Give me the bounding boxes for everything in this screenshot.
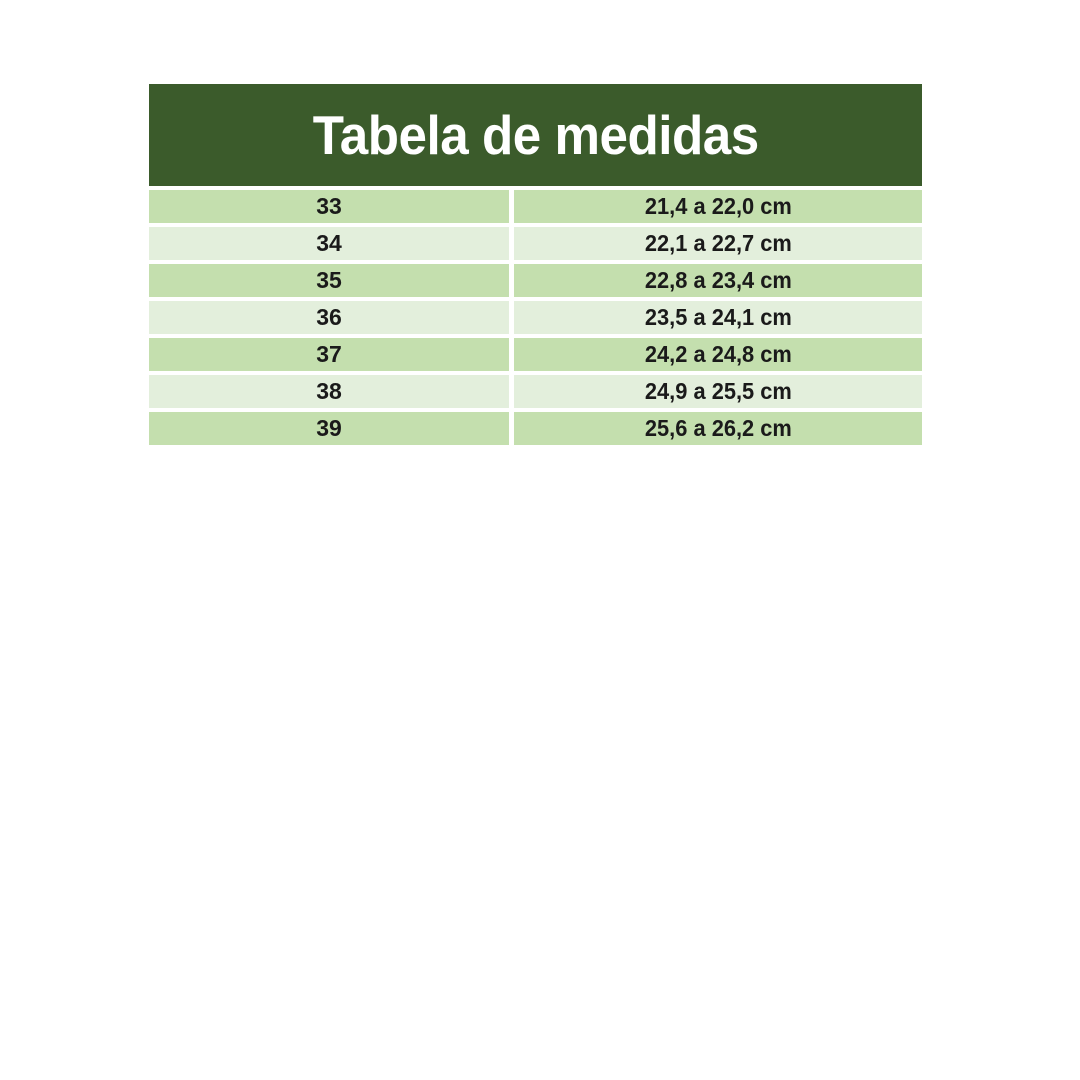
table-row: 34 22,1 a 22,7 cm xyxy=(149,227,922,260)
column-divider xyxy=(509,190,514,223)
table-row: 38 24,9 a 25,5 cm xyxy=(149,375,922,408)
size-value: 37 xyxy=(316,341,342,367)
size-value: 34 xyxy=(316,230,342,256)
page-title: Tabela de medidas xyxy=(312,103,759,166)
column-divider xyxy=(509,412,514,445)
column-divider xyxy=(509,338,514,371)
cell-measurement: 25,6 a 26,2 cm xyxy=(514,412,922,445)
table-row: 39 25,6 a 26,2 cm xyxy=(149,412,922,445)
size-value: 33 xyxy=(316,193,342,219)
cell-measurement: 21,4 a 22,0 cm xyxy=(514,190,922,223)
measurement-value: 24,2 a 24,8 cm xyxy=(644,341,792,367)
size-value: 35 xyxy=(316,267,342,293)
cell-size: 34 xyxy=(149,227,509,260)
cell-size: 36 xyxy=(149,301,509,334)
cell-size: 33 xyxy=(149,190,509,223)
size-value: 39 xyxy=(316,415,342,441)
table-row: 37 24,2 a 24,8 cm xyxy=(149,338,922,371)
table-header: Tabela de medidas xyxy=(149,84,922,186)
cell-measurement: 22,1 a 22,7 cm xyxy=(514,227,922,260)
table-row: 35 22,8 a 23,4 cm xyxy=(149,264,922,297)
cell-size: 38 xyxy=(149,375,509,408)
cell-measurement: 24,2 a 24,8 cm xyxy=(514,338,922,371)
cell-measurement: 23,5 a 24,1 cm xyxy=(514,301,922,334)
cell-size: 39 xyxy=(149,412,509,445)
table-row: 36 23,5 a 24,1 cm xyxy=(149,301,922,334)
table-body: 33 21,4 a 22,0 cm 34 22,1 a 22,7 cm 35 xyxy=(149,186,922,445)
measurement-value: 25,6 a 26,2 cm xyxy=(644,415,792,441)
cell-size: 35 xyxy=(149,264,509,297)
cell-size: 37 xyxy=(149,338,509,371)
column-divider xyxy=(509,264,514,297)
measurement-value: 22,8 a 23,4 cm xyxy=(644,267,792,293)
measurement-value: 23,5 a 24,1 cm xyxy=(644,304,792,330)
cell-measurement: 22,8 a 23,4 cm xyxy=(514,264,922,297)
measurement-value: 21,4 a 22,0 cm xyxy=(644,193,792,219)
cell-measurement: 24,9 a 25,5 cm xyxy=(514,375,922,408)
size-value: 38 xyxy=(316,378,342,404)
size-value: 36 xyxy=(316,304,342,330)
column-divider xyxy=(509,301,514,334)
measurement-value: 22,1 a 22,7 cm xyxy=(644,230,792,256)
measurement-value: 24,9 a 25,5 cm xyxy=(644,378,792,404)
column-divider xyxy=(509,375,514,408)
table-row: 33 21,4 a 22,0 cm xyxy=(149,190,922,223)
size-chart-table: Tabela de medidas 33 21,4 a 22,0 cm 34 2… xyxy=(149,84,922,445)
column-divider xyxy=(509,227,514,260)
